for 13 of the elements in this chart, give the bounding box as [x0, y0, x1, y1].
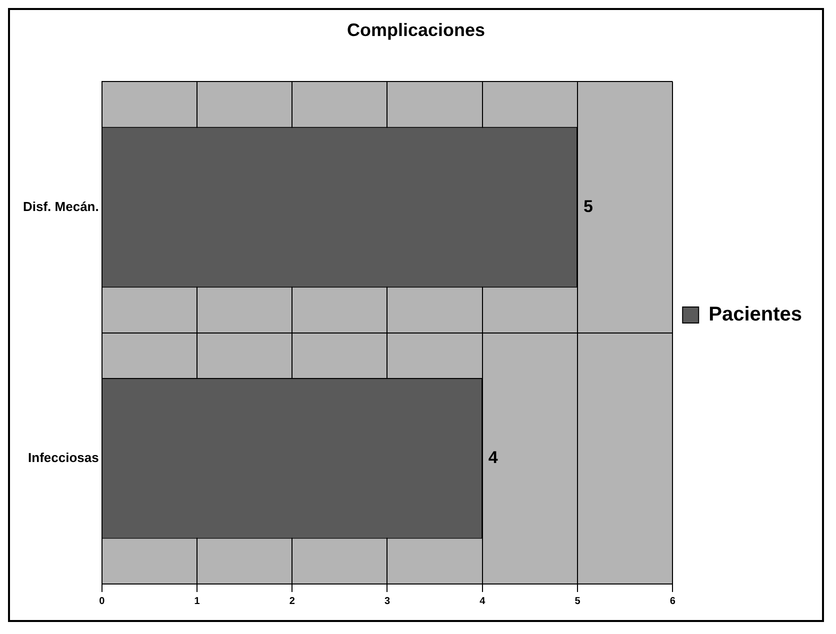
x-tick-label: 1	[194, 596, 200, 607]
data-label: 4	[488, 448, 498, 468]
x-tick-label: 6	[670, 596, 676, 607]
y-tick-label: Disf. Mecán.	[22, 198, 99, 214]
legend-label: Pacientes	[708, 304, 802, 326]
x-tick-label: 4	[480, 596, 486, 607]
chart-title: Complicaciones	[346, 20, 486, 40]
x-tick-label: 2	[289, 596, 296, 607]
y-tick-label: Infecciosas	[28, 450, 99, 465]
x-tick-label: 3	[384, 596, 390, 607]
x-tick-label: 5	[574, 596, 581, 607]
x-tick-label: 0	[99, 596, 106, 607]
data-label: 5	[583, 196, 593, 216]
